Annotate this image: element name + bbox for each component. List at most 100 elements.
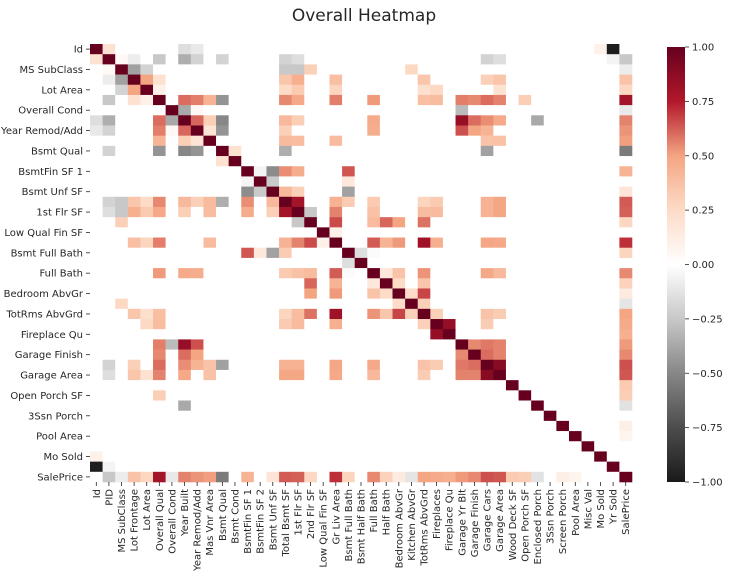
- heatmap-cell: [531, 115, 545, 126]
- heatmap-cell: [140, 431, 154, 442]
- heatmap-cell: [556, 135, 570, 147]
- heatmap-cell: [228, 115, 242, 126]
- heatmap-cell: [606, 257, 620, 269]
- heatmap-cell: [241, 156, 255, 167]
- heatmap-cell: [253, 461, 267, 473]
- heatmap-cell: [153, 380, 166, 391]
- heatmap-cell: [203, 74, 217, 86]
- heatmap-cell: [619, 380, 633, 391]
- heatmap-cell: [581, 451, 595, 462]
- heatmap-cell: [556, 115, 570, 126]
- heatmap-cell: [442, 135, 456, 147]
- heatmap-cell: [203, 298, 217, 310]
- heatmap-cell: [140, 339, 154, 350]
- heatmap-cell: [619, 176, 633, 187]
- heatmap-cell: [480, 54, 494, 65]
- heatmap-cell: [417, 247, 431, 259]
- heatmap-cell: [367, 390, 381, 401]
- heatmap-cell: [228, 217, 242, 228]
- heatmap-cell: [342, 206, 355, 218]
- heatmap-cell: [140, 115, 154, 126]
- heatmap-cell: [253, 268, 267, 279]
- heatmap-cell: [279, 145, 292, 157]
- heatmap-cell: [417, 125, 431, 136]
- heatmap-cell: [568, 329, 582, 340]
- heatmap-cell: [392, 186, 406, 198]
- heatmap-cell: [594, 420, 608, 432]
- heatmap-cell: [178, 461, 192, 473]
- x-tick-label: Year Built: [180, 489, 191, 537]
- heatmap-cell: [531, 471, 545, 483]
- heatmap-cell: [253, 400, 267, 411]
- heatmap-cell: [266, 339, 280, 350]
- heatmap-cell: [203, 125, 217, 136]
- heatmap-cell: [430, 186, 444, 198]
- heatmap-cell: [455, 105, 469, 116]
- heatmap-cell: [594, 390, 608, 401]
- heatmap-cell: [581, 369, 595, 381]
- heatmap-cell: [619, 268, 633, 279]
- x-tick-label: Bsmt Unf SF: [268, 489, 279, 551]
- heatmap-cell: [127, 288, 141, 299]
- heatmap-cell: [430, 145, 444, 157]
- heatmap-cell: [505, 186, 519, 198]
- heatmap-cell: [304, 156, 318, 167]
- heatmap-cell: [417, 94, 431, 106]
- heatmap-cell: [291, 227, 305, 238]
- heatmap-cell: [216, 359, 229, 371]
- heatmap-cell: [581, 329, 595, 340]
- heatmap-cell: [455, 410, 469, 422]
- heatmap-cell: [518, 145, 532, 157]
- heatmap-cell: [405, 105, 419, 116]
- heatmap-cell: [190, 329, 204, 340]
- heatmap-cell: [316, 390, 330, 401]
- heatmap-cell: [316, 135, 330, 147]
- heatmap-cell: [455, 451, 469, 462]
- heatmap-cell: [455, 471, 469, 483]
- heatmap-cell: [531, 441, 545, 452]
- heatmap-cell: [165, 74, 179, 86]
- x-tick-label: Wood Deck SF: [508, 489, 519, 561]
- heatmap-cell: [329, 227, 343, 238]
- heatmap-cell: [606, 227, 620, 238]
- heatmap-cell: [342, 166, 355, 177]
- heatmap-cell: [543, 288, 557, 299]
- heatmap-cell: [442, 288, 456, 299]
- heatmap-cell: [568, 176, 582, 187]
- heatmap-cell: [505, 227, 519, 238]
- heatmap-cell: [342, 196, 355, 208]
- heatmap-cell: [329, 288, 343, 299]
- heatmap-cell: [619, 237, 633, 249]
- heatmap-cell: [253, 380, 267, 391]
- heatmap-cell: [266, 349, 280, 361]
- heatmap-cell: [518, 288, 532, 299]
- heatmap-cell: [291, 186, 305, 198]
- heatmap-cell: [153, 135, 166, 147]
- heatmap-cell: [102, 431, 116, 442]
- heatmap-cell: [153, 257, 166, 269]
- heatmap-cell: [354, 176, 368, 187]
- heatmap-cell: [568, 125, 582, 136]
- heatmap-cell: [153, 196, 166, 208]
- heatmap-cell: [304, 288, 318, 299]
- heatmap-cell: [379, 471, 393, 483]
- heatmap-cell: [127, 206, 141, 218]
- heatmap-cell: [203, 339, 217, 350]
- heatmap-cell: [253, 451, 267, 462]
- heatmap-cell: [165, 54, 179, 65]
- heatmap-cell: [568, 64, 582, 75]
- heatmap-cell: [417, 390, 431, 401]
- heatmap-cell: [203, 349, 217, 361]
- heatmap-cell: [518, 64, 532, 75]
- heatmap-cell: [417, 44, 431, 55]
- heatmap-cell: [480, 288, 494, 299]
- heatmap-cell: [543, 237, 557, 249]
- heatmap-cell: [405, 329, 419, 340]
- heatmap-cell: [379, 54, 393, 65]
- heatmap-cell: [228, 349, 242, 361]
- heatmap-cell: [90, 410, 103, 422]
- heatmap-cell: [619, 74, 633, 86]
- heatmap-cell: [556, 105, 570, 116]
- heatmap-cell: [442, 380, 456, 391]
- heatmap-cell: [165, 176, 179, 187]
